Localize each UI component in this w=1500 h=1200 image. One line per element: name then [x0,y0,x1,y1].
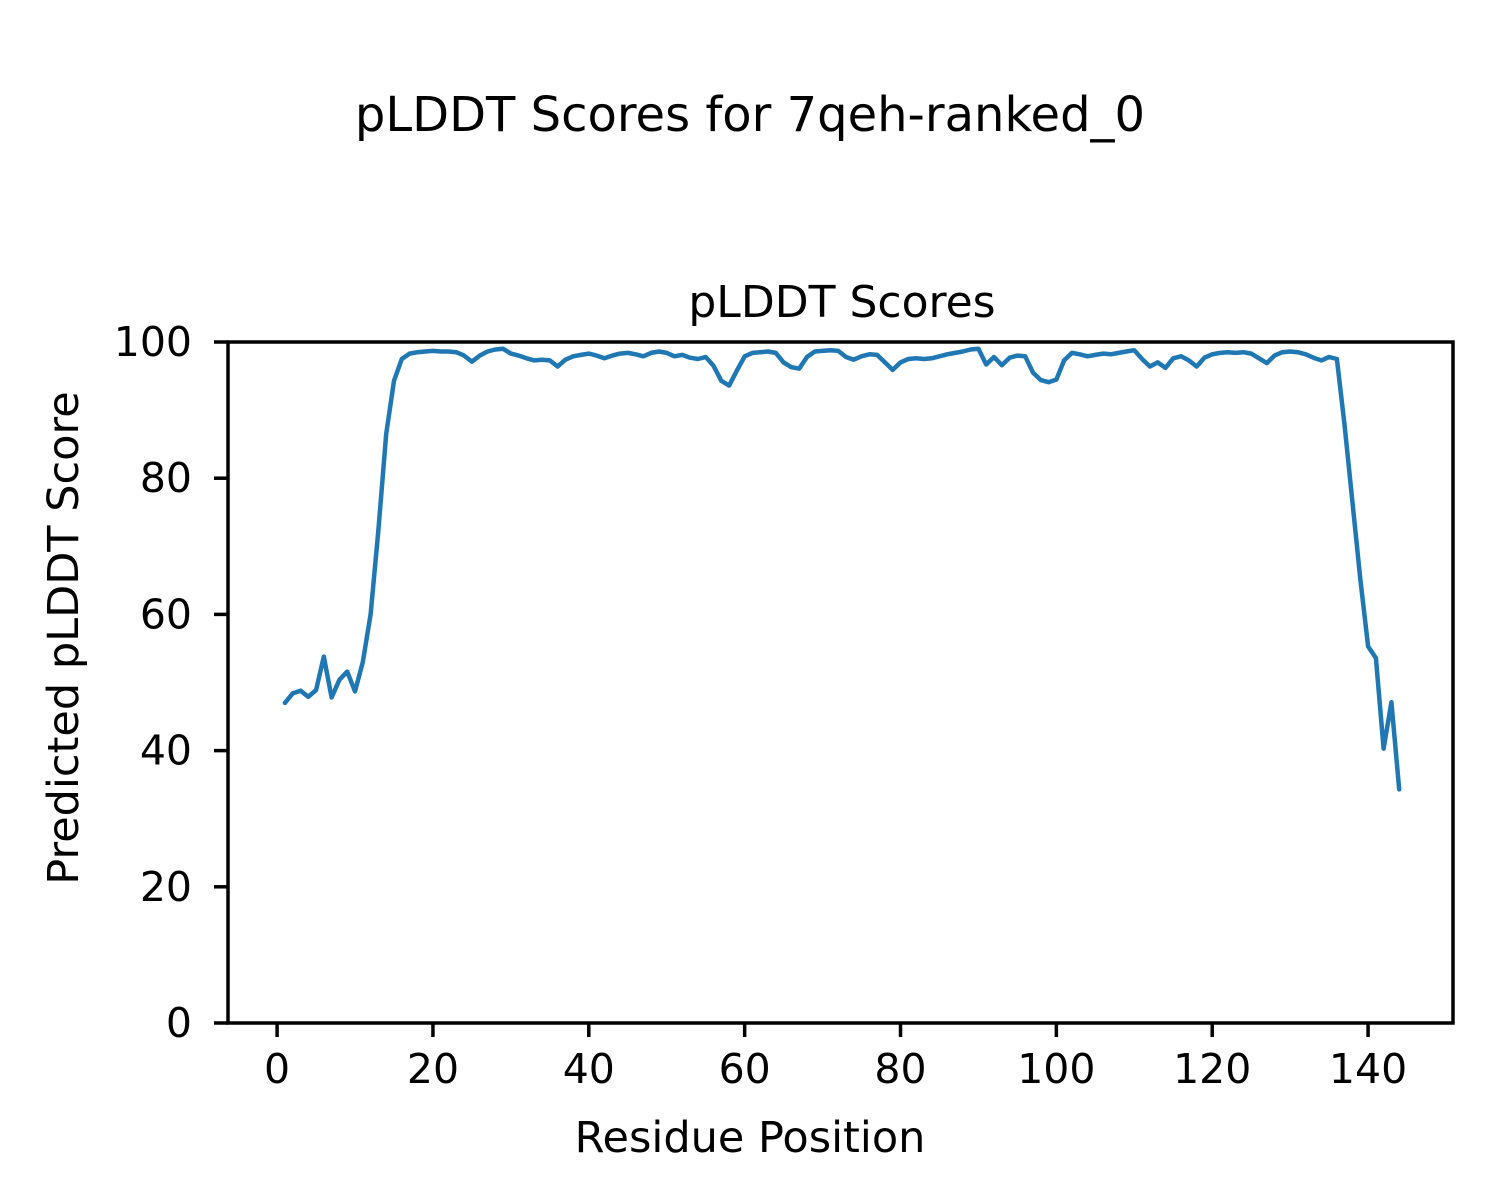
plddt-line-series [282,346,1402,792]
x-tick-label: 0 [264,1045,290,1093]
y-tick-label: 20 [140,863,192,911]
figure-suptitle: pLDDT Scores for 7qeh-ranked_0 [355,87,1145,143]
y-tick-label: 100 [114,318,192,366]
y-axis-ticks: 0 20 40 60 80 100 [114,318,228,1047]
y-axis-label: Predicted pLDDT Score [39,391,89,884]
x-axis-label: Residue Position [575,1113,926,1163]
x-tick-label: 120 [1173,1045,1251,1093]
axes-spines [226,340,1455,1025]
y-tick-label: 60 [140,590,192,638]
x-tick-label: 100 [1017,1045,1095,1093]
axes-title: pLDDT Scores [688,277,995,328]
x-tick-label: 140 [1329,1045,1407,1093]
y-tick-label: 40 [140,727,192,775]
y-tick-label: 0 [166,999,192,1047]
x-tick-label: 60 [719,1045,771,1093]
x-axis-ticks: 0 20 40 60 80 100 120 140 [264,1023,1407,1093]
x-tick-label: 80 [874,1045,926,1093]
x-tick-label: 40 [563,1045,615,1093]
x-tick-label: 20 [407,1045,459,1093]
y-tick-label: 80 [140,454,192,502]
